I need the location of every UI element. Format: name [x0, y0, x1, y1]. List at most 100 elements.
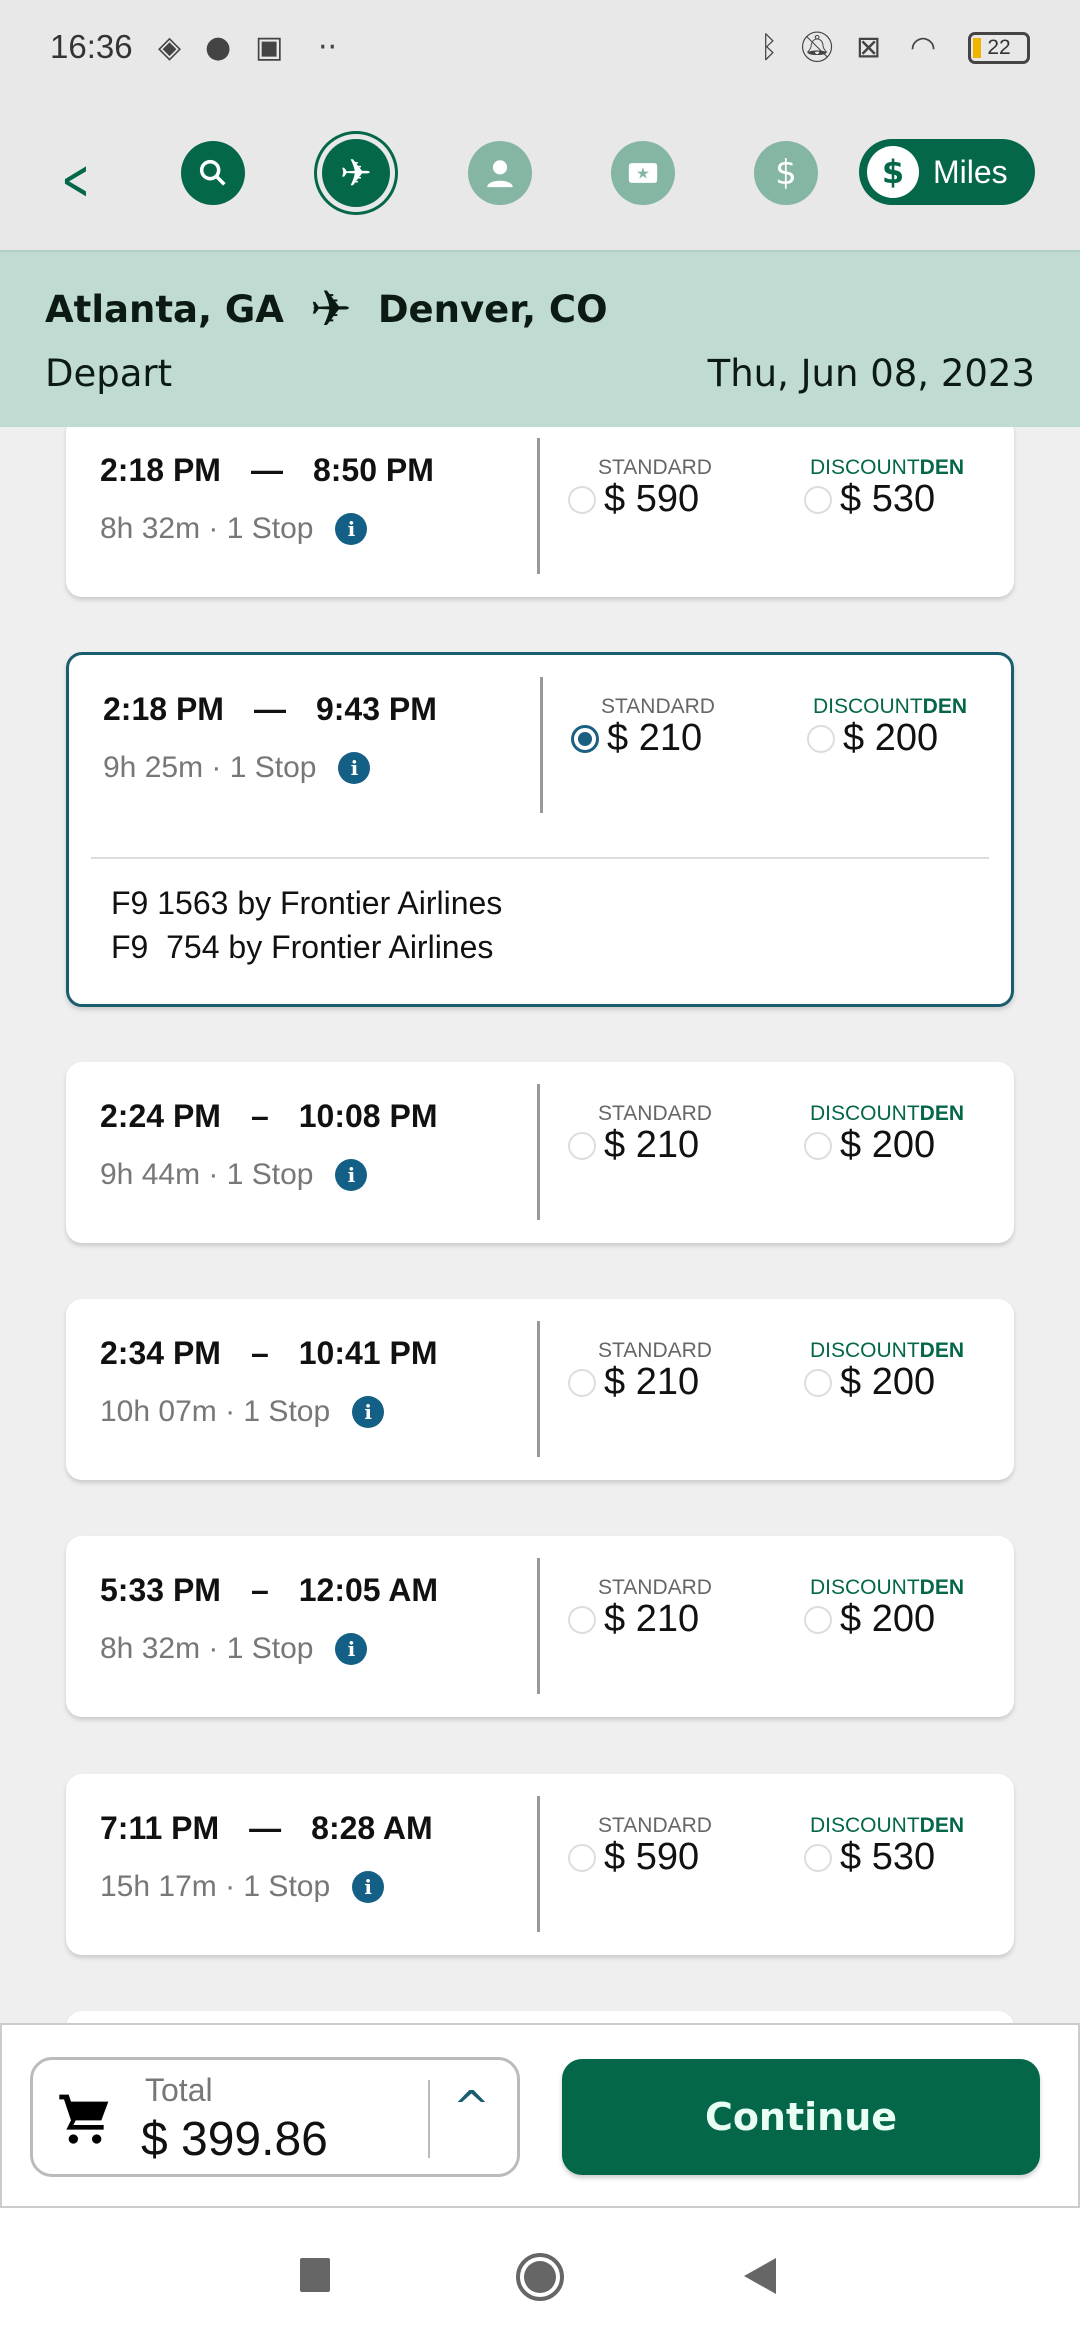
flight-card[interactable]: 2:18 PM — 8:50 PM 8h 32m · 1 Stop i STAN…: [66, 416, 1014, 597]
dash: —: [249, 1810, 282, 1846]
discount-fare-option[interactable]: $ 200: [804, 1361, 935, 1404]
arrive-time: 10:41 PM: [298, 1335, 438, 1371]
dollar-icon[interactable]: $: [754, 141, 818, 205]
discount-fare-option[interactable]: $ 200: [804, 1598, 935, 1641]
recents-icon[interactable]: [300, 2258, 330, 2292]
route-header: Atlanta, GA ✈ Denver, CO Depart Thu, Jun…: [0, 250, 1080, 427]
info-icon[interactable]: i: [335, 1159, 368, 1191]
info-icon[interactable]: i: [352, 1396, 385, 1428]
duration-stops: 9h 44m · 1 Stop: [100, 1158, 314, 1191]
bell-off-icon: 🔕︎: [798, 30, 837, 65]
flight-duration: 15h 17m · 1 Stop i: [100, 1870, 385, 1904]
depart-time: 7:11 PM: [100, 1810, 220, 1846]
discount-radio[interactable]: [804, 485, 832, 514]
arrive-time: 8:28 AM: [311, 1810, 433, 1846]
discount-fare-option[interactable]: $ 530: [804, 1836, 935, 1879]
info-icon[interactable]: i: [338, 752, 371, 784]
search-icon[interactable]: [181, 141, 245, 205]
discount-den-label: DISCOUNTDEN: [810, 1576, 964, 1600]
back-icon[interactable]: [744, 2258, 776, 2294]
info-icon[interactable]: i: [335, 513, 368, 545]
discount-fare-option[interactable]: $ 530: [804, 478, 935, 521]
discount-radio[interactable]: [804, 1368, 832, 1397]
standard-label: STANDARD: [598, 1339, 712, 1362]
ticket-star-icon[interactable]: ★: [611, 141, 675, 205]
duration-stops: 15h 17m · 1 Stop: [100, 1870, 331, 1903]
wifi-icon: ◠: [910, 30, 937, 65]
standard-radio[interactable]: [568, 1368, 596, 1397]
discount-suffix: DEN: [919, 456, 965, 479]
standard-fare-option[interactable]: $ 590: [568, 1836, 699, 1879]
flight-card[interactable]: 2:34 PM – 10:41 PM 10h 07m · 1 Stop i ST…: [66, 1299, 1014, 1480]
flight-times: 7:11 PM — 8:28 AM: [100, 1810, 433, 1847]
discount-radio[interactable]: [804, 1843, 832, 1872]
discount-suffix: DEN: [919, 1814, 965, 1837]
flight-times: 2:18 PM — 9:43 PM: [103, 691, 437, 728]
discount-radio[interactable]: [804, 1131, 832, 1160]
chevron-up-icon[interactable]: ^: [453, 2082, 490, 2133]
info-icon[interactable]: i: [335, 1633, 368, 1665]
profile-icon[interactable]: [468, 141, 532, 205]
discount-price: $ 200: [843, 717, 939, 759]
standard-price: $ 590: [604, 478, 700, 520]
info-icon[interactable]: i: [352, 1871, 385, 1903]
flight-card[interactable]: 2:18 PM — 9:43 PM 9h 25m · 1 Stop i STAN…: [66, 652, 1014, 1007]
dash: –: [250, 1098, 269, 1134]
discount-price: $ 200: [840, 1598, 936, 1640]
direction-label: Depart: [45, 352, 173, 395]
miles-label: Miles: [933, 153, 1008, 190]
origin-city: Atlanta, GA: [45, 287, 284, 331]
standard-fare-option[interactable]: $ 590: [568, 478, 699, 521]
discount-price: $ 200: [840, 1361, 936, 1403]
discount-den-label: DISCOUNTDEN: [810, 1814, 964, 1838]
flight-duration: 9h 25m · 1 Stop i: [103, 751, 371, 785]
discount-suffix: DEN: [919, 1102, 965, 1125]
arrive-time: 10:08 PM: [298, 1098, 438, 1134]
travel-date: Thu, Jun 08, 2023: [707, 352, 1035, 395]
dash: —: [250, 452, 283, 488]
standard-radio[interactable]: [571, 724, 599, 753]
standard-fare-option[interactable]: $ 210: [568, 1361, 699, 1404]
flight-times: 5:33 PM – 12:05 AM: [100, 1572, 438, 1609]
flight-card[interactable]: 2:24 PM – 10:08 PM 9h 44m · 1 Stop i STA…: [66, 1062, 1014, 1243]
discount-fare-option[interactable]: $ 200: [807, 717, 938, 760]
flight-times: 2:24 PM – 10:08 PM: [100, 1098, 437, 1135]
flight-icon[interactable]: ✈: [314, 131, 398, 215]
standard-label: STANDARD: [598, 1576, 712, 1599]
flight-card[interactable]: 7:11 PM — 8:28 AM 15h 17m · 1 Stop i STA…: [66, 1774, 1014, 1955]
discount-suffix: DEN: [919, 1576, 965, 1599]
app-icon: ●: [205, 30, 232, 65]
divider: [537, 1796, 540, 1932]
duration-stops: 8h 32m · 1 Stop: [100, 512, 314, 545]
more-dots-icon: ··: [318, 30, 338, 65]
calendar-icon: ▣: [255, 30, 284, 65]
standard-fare-option[interactable]: $ 210: [571, 717, 702, 760]
back-chevron-icon[interactable]: <: [61, 148, 90, 213]
standard-radio[interactable]: [568, 485, 596, 514]
flight-card[interactable]: 5:33 PM – 12:05 AM 8h 32m · 1 Stop i STA…: [66, 1536, 1014, 1717]
discount-prefix: DISCOUNT: [810, 1102, 920, 1125]
standard-radio[interactable]: [568, 1843, 596, 1872]
standard-price: $ 210: [607, 717, 703, 759]
continue-button[interactable]: Continue: [562, 2059, 1040, 2175]
discount-radio[interactable]: [804, 1605, 832, 1634]
airplane-icon: ✈: [309, 280, 352, 338]
arrive-time: 12:05 AM: [298, 1572, 439, 1608]
status-bar: 16:36 ◈ ● ▣ ·· ᛒ 🔕︎ ⊠ ◠ 22: [0, 0, 1080, 110]
divider: [91, 857, 989, 859]
standard-label: STANDARD: [598, 456, 712, 479]
miles-toggle[interactable]: $ Miles: [859, 139, 1035, 205]
standard-label: STANDARD: [598, 1102, 712, 1125]
discount-radio[interactable]: [807, 724, 835, 753]
total-summary[interactable]: Total $ 399.86 ^: [30, 2057, 520, 2177]
standard-radio[interactable]: [568, 1131, 596, 1160]
standard-fare-option[interactable]: $ 210: [568, 1598, 699, 1641]
home-icon[interactable]: [516, 2253, 564, 2301]
discount-prefix: DISCOUNT: [813, 695, 923, 718]
standard-radio[interactable]: [568, 1605, 596, 1634]
depart-time: 2:18 PM: [103, 691, 224, 727]
discount-fare-option[interactable]: $ 200: [804, 1124, 935, 1167]
flight-duration: 9h 44m · 1 Stop i: [100, 1158, 368, 1192]
duration-stops: 9h 25m · 1 Stop: [103, 751, 317, 784]
standard-fare-option[interactable]: $ 210: [568, 1124, 699, 1167]
